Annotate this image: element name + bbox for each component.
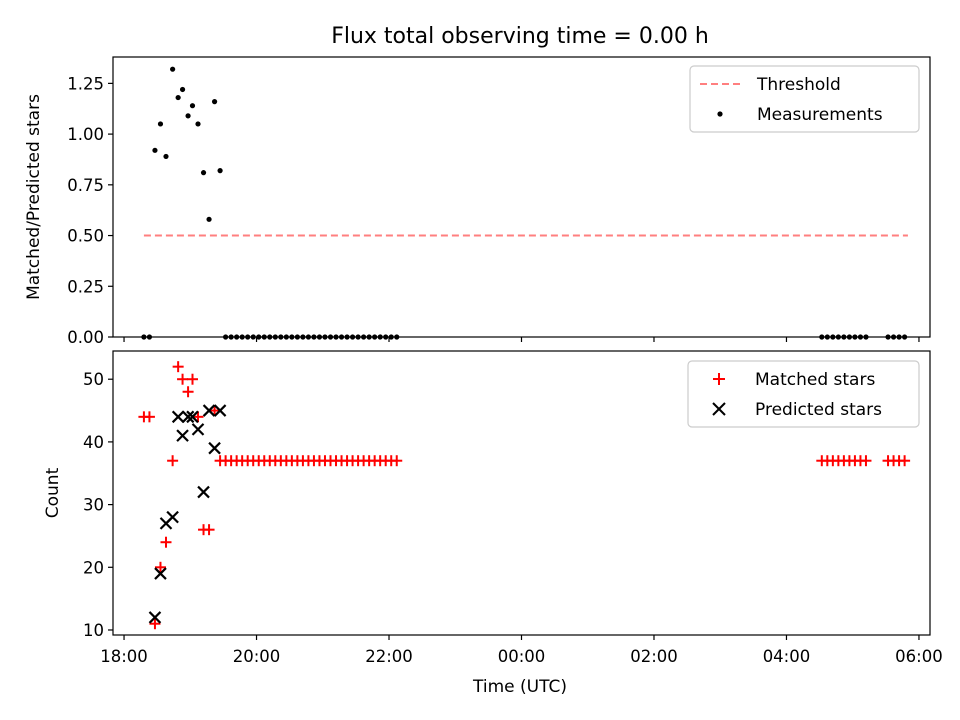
- chart-title: Flux total observing time = 0.00 h: [331, 24, 709, 49]
- bottom-legend-box: [687, 360, 920, 428]
- top-y-tick-label: 0.00: [67, 328, 104, 347]
- bottom-x-axis: 18:00 20:00 22:00 00:00 02:00 04:00 06:00: [100, 635, 943, 666]
- threshold-legend-label: Threshold: [756, 75, 841, 95]
- measurement-point: [175, 94, 181, 101]
- measurement-point: [179, 86, 186, 93]
- matched-star-point: [192, 411, 204, 423]
- matched-star-point: [149, 618, 161, 630]
- measurement-point: [170, 66, 176, 72]
- matched-legend-label: Matched stars: [755, 370, 875, 390]
- bottom-panel-frame: [112, 350, 931, 636]
- predicted-star-point: [154, 567, 167, 580]
- predicted-star-point: [191, 423, 205, 436]
- matched-legend-marker: [713, 373, 725, 385]
- predicted-star-point: [213, 404, 227, 417]
- predicted-star-point: [166, 510, 179, 524]
- matched-star-point: [899, 455, 911, 467]
- measurement-point: [200, 170, 207, 176]
- measurement-point: [185, 113, 191, 119]
- bottom-y-axis-label: Count: [43, 467, 63, 518]
- predicted-star-point: [176, 429, 189, 442]
- bottom-y-tick-label: 50: [83, 370, 104, 389]
- predicted-stars-series: [148, 404, 227, 624]
- predicted-star-point: [202, 404, 216, 417]
- x-tick-label: 04:00: [763, 647, 811, 666]
- top-y-tick-label: 0.50: [67, 227, 104, 246]
- top-legend: Threshold Measurements: [689, 65, 920, 133]
- x-tick-label: 00:00: [498, 647, 546, 666]
- top-y-tick-label: 0.25: [67, 277, 104, 296]
- measurement-point: [157, 121, 164, 127]
- matched-star-point: [860, 455, 872, 467]
- x-axis-label: Time (UTC): [472, 677, 567, 697]
- bottom-panel: 10 20 30 40 50 18:00 20:00 22:00 00:00 02:00 04:0…: [43, 350, 943, 697]
- top-y-tick-label: 1.25: [67, 74, 104, 93]
- top-y-tick-label: 1.00: [67, 125, 104, 144]
- matched-stars-series: [138, 361, 911, 630]
- matched-star-point: [209, 405, 221, 417]
- measurement-point: [217, 168, 223, 174]
- x-tick-label: 18:00: [100, 647, 148, 666]
- top-y-axis-label: Matched/Predicted stars: [24, 94, 44, 300]
- matched-star-point: [167, 455, 179, 467]
- predicted-star-point: [181, 410, 195, 424]
- top-y-axis: 0.00 0.25 0.50 0.75 1.00 1.25: [67, 74, 113, 347]
- matched-star-point: [160, 536, 172, 548]
- x-tick-label: 20:00: [233, 647, 281, 666]
- predicted-star-point: [208, 441, 221, 455]
- predicted-star-point: [186, 410, 199, 424]
- measurement-point: [195, 121, 201, 127]
- bottom-y-tick-label: 40: [83, 433, 104, 452]
- bottom-y-tick-label: 30: [83, 496, 104, 515]
- measurement-point: [152, 147, 158, 153]
- matched-star-point: [186, 373, 198, 385]
- predicted-star-point: [148, 611, 162, 624]
- measurements-legend-label: Measurements: [757, 105, 883, 125]
- x-tick-label: 22:00: [365, 647, 413, 666]
- top-y-tick-label: 0.75: [67, 176, 104, 195]
- top-panel-frame: [112, 56, 931, 338]
- matched-star-point: [177, 373, 189, 385]
- measurements-legend-marker: [717, 111, 723, 117]
- top-panel: 0.00 0.25 0.50 0.75 1.00 1.25 Matched/Predict…: [24, 56, 931, 347]
- bottom-y-axis: 10 20 30 40 50: [83, 370, 113, 640]
- bottom-y-tick-label: 10: [83, 621, 104, 640]
- measurement-point: [206, 216, 212, 222]
- x-tick-label: 06:00: [895, 647, 943, 666]
- matched-star-point: [391, 455, 403, 467]
- measurement-point: [189, 103, 196, 109]
- matched-star-point: [182, 386, 194, 398]
- top-legend-box: [689, 65, 920, 133]
- x-tick-label: 02:00: [630, 647, 678, 666]
- predicted-star-point: [197, 485, 210, 499]
- matched-star-point: [143, 411, 155, 423]
- predicted-legend-marker: [712, 402, 726, 416]
- measurement-point: [211, 99, 218, 105]
- matched-star-point: [203, 524, 215, 536]
- bottom-y-tick-label: 20: [83, 558, 104, 577]
- matched-star-point: [172, 361, 184, 373]
- bottom-legend: Matched stars Predicted stars: [687, 360, 920, 428]
- measurement-point: [163, 153, 169, 160]
- predicted-star-point: [171, 410, 185, 424]
- matched-star-point: [154, 561, 166, 573]
- predicted-legend-label: Predicted stars: [755, 400, 882, 420]
